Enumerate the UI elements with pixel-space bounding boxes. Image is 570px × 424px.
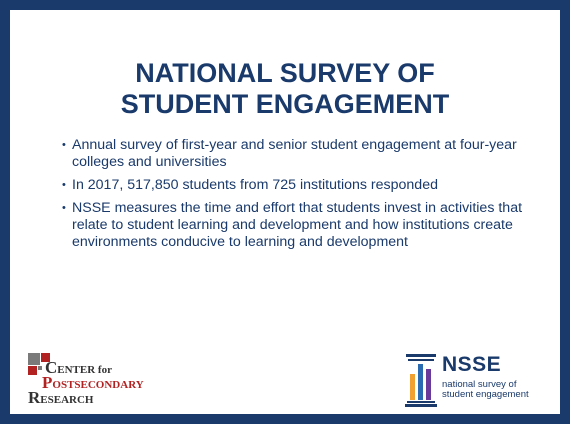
bullet-item: In 2017, 517,850 students from 725 insti… bbox=[62, 177, 532, 194]
nsse-column-icon bbox=[405, 354, 437, 407]
cpr-line-1: CENTER for bbox=[45, 358, 112, 377]
cpr-line-3: RESEARCH bbox=[28, 388, 94, 407]
bullet-item: Annual survey of first-year and senior s… bbox=[62, 137, 532, 171]
nsse-tagline: national survey of student engagement bbox=[442, 379, 529, 400]
bullet-item: NSSE measures the time and effort that s… bbox=[62, 200, 532, 251]
slide-body: NATIONAL SURVEY OF STUDENT ENGAGEMENT An… bbox=[10, 10, 560, 414]
bullet-list: Annual survey of first-year and senior s… bbox=[62, 137, 532, 257]
slide-title: NATIONAL SURVEY OF STUDENT ENGAGEMENT bbox=[10, 58, 560, 120]
cpr-squares-icon bbox=[28, 353, 50, 375]
nsse-wordmark: NSSE bbox=[442, 353, 502, 376]
title-line-2: STUDENT ENGAGEMENT bbox=[120, 89, 450, 119]
center-for-postsecondary-research-logo: CENTER for POSTSECONDARY RESEARCH bbox=[28, 353, 238, 413]
nsse-logo: NSSE national survey of student engageme… bbox=[404, 350, 564, 416]
cpr-line-2: POSTSECONDARY bbox=[42, 373, 144, 392]
title-line-1: NATIONAL SURVEY OF bbox=[135, 58, 435, 88]
